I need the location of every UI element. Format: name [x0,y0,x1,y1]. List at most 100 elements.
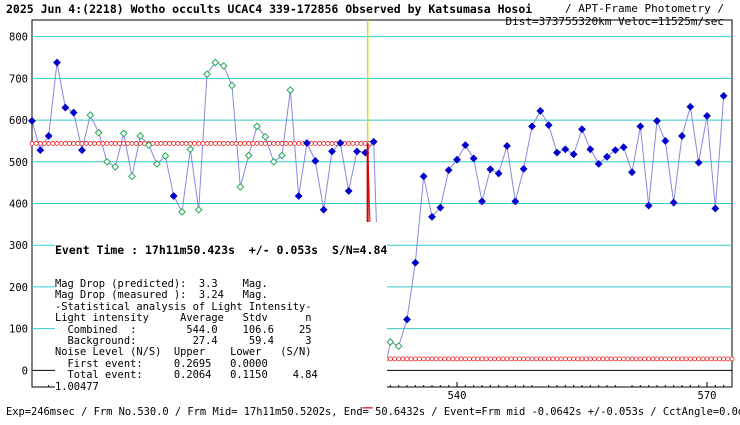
model-point [125,141,131,146]
model-point [637,356,643,362]
statistics-line: Combined : 544.0 106.6 25 [55,323,312,336]
model-point [687,356,693,362]
data-point [578,125,586,134]
data-point [269,157,278,166]
model-point [242,141,247,146]
model-point [317,141,322,146]
y-tick-labels: 0 100 200 300 400 500 600 700 800 [9,32,28,378]
data-point [369,137,378,146]
data-point [411,258,420,267]
data-point [619,143,628,152]
model-point [500,356,506,362]
model-point [554,356,560,362]
model-point [33,141,39,146]
model-point [117,141,122,146]
y-tick-label: 800 [9,32,28,44]
data-point [36,146,45,155]
statistics-line: Background: 27.4 59.4 3 [55,335,312,348]
model-point [225,141,231,146]
model-point [292,141,297,146]
statistics-line: 1.00477 [55,380,99,393]
data-point [178,207,186,216]
exposure-footer: Exp=246msec / Frm No.530.0 / Frm Mid= 17… [6,406,740,418]
data-point [186,145,195,154]
model-point [658,356,664,362]
model-point [104,141,110,146]
model-point [575,356,581,362]
model-point [42,141,47,146]
model-point [550,356,556,362]
data-point [419,172,428,181]
data-point [119,129,128,138]
data-point [61,103,70,112]
model-point [646,356,652,362]
model-point [600,356,606,362]
model-point [683,356,689,362]
model-point [283,141,289,146]
measured-points [28,58,728,391]
data-point [503,142,511,150]
model-point [587,356,593,362]
y-tick-label: 0 [22,365,28,377]
model-point [46,141,52,146]
model-point [433,356,439,362]
data-point [386,338,395,346]
data-point [103,157,111,166]
data-point [319,205,328,214]
model-point [250,141,256,146]
data-point [436,203,445,212]
model-point [621,356,627,362]
data-point [253,122,261,131]
model-point [271,141,277,146]
model-point [450,356,456,362]
data-point [569,150,578,159]
model-point [267,141,272,146]
data-point [586,145,595,154]
model-point [604,356,610,362]
model-point [429,356,435,362]
data-point [69,108,78,117]
model-point [346,141,352,146]
model-point [192,141,197,146]
chart-title: 2025 Jun 4:(2218) Wotho occults UCAC4 33… [6,2,533,16]
statistics-line: -Statistical analysis of Light Intensity… [55,300,312,313]
model-point [62,141,68,146]
model-point [183,141,189,146]
data-point [261,132,270,141]
model-point [725,356,731,362]
data-point [519,164,528,173]
model-point [567,356,572,362]
data-point [161,152,170,160]
model-point [596,356,602,362]
data-point [144,141,153,150]
data-point [561,145,570,154]
model-point [542,356,547,362]
model-point [325,141,331,146]
data-point [453,155,461,164]
model-point [704,356,710,362]
model-point [392,356,397,362]
model-point [558,356,564,362]
statistics-line: Noise Level (N/S) Upper Lower (S/N) [55,346,312,359]
model-point [404,356,410,362]
model-point [417,356,422,362]
data-point [719,91,728,100]
model-point [171,141,177,146]
model-point [121,141,127,146]
model-point [67,141,72,146]
y-tick-label: 100 [9,324,28,336]
statistics-lines: Mag Drop (predicted): 3.3 Mag. Mag Drop (… [55,278,387,393]
model-point [321,141,327,146]
model-point [262,141,268,146]
model-point [258,141,264,146]
data-point [311,157,320,165]
data-point [353,147,361,156]
model-point [92,141,97,146]
model-point [154,141,160,146]
model-point [437,356,443,362]
data-point [603,152,611,161]
model-point [296,141,302,146]
data-point [669,198,678,207]
subtitle-line-2: Dist=373755320km Veloc=11525m/sec [505,15,724,28]
model-point [158,141,164,146]
